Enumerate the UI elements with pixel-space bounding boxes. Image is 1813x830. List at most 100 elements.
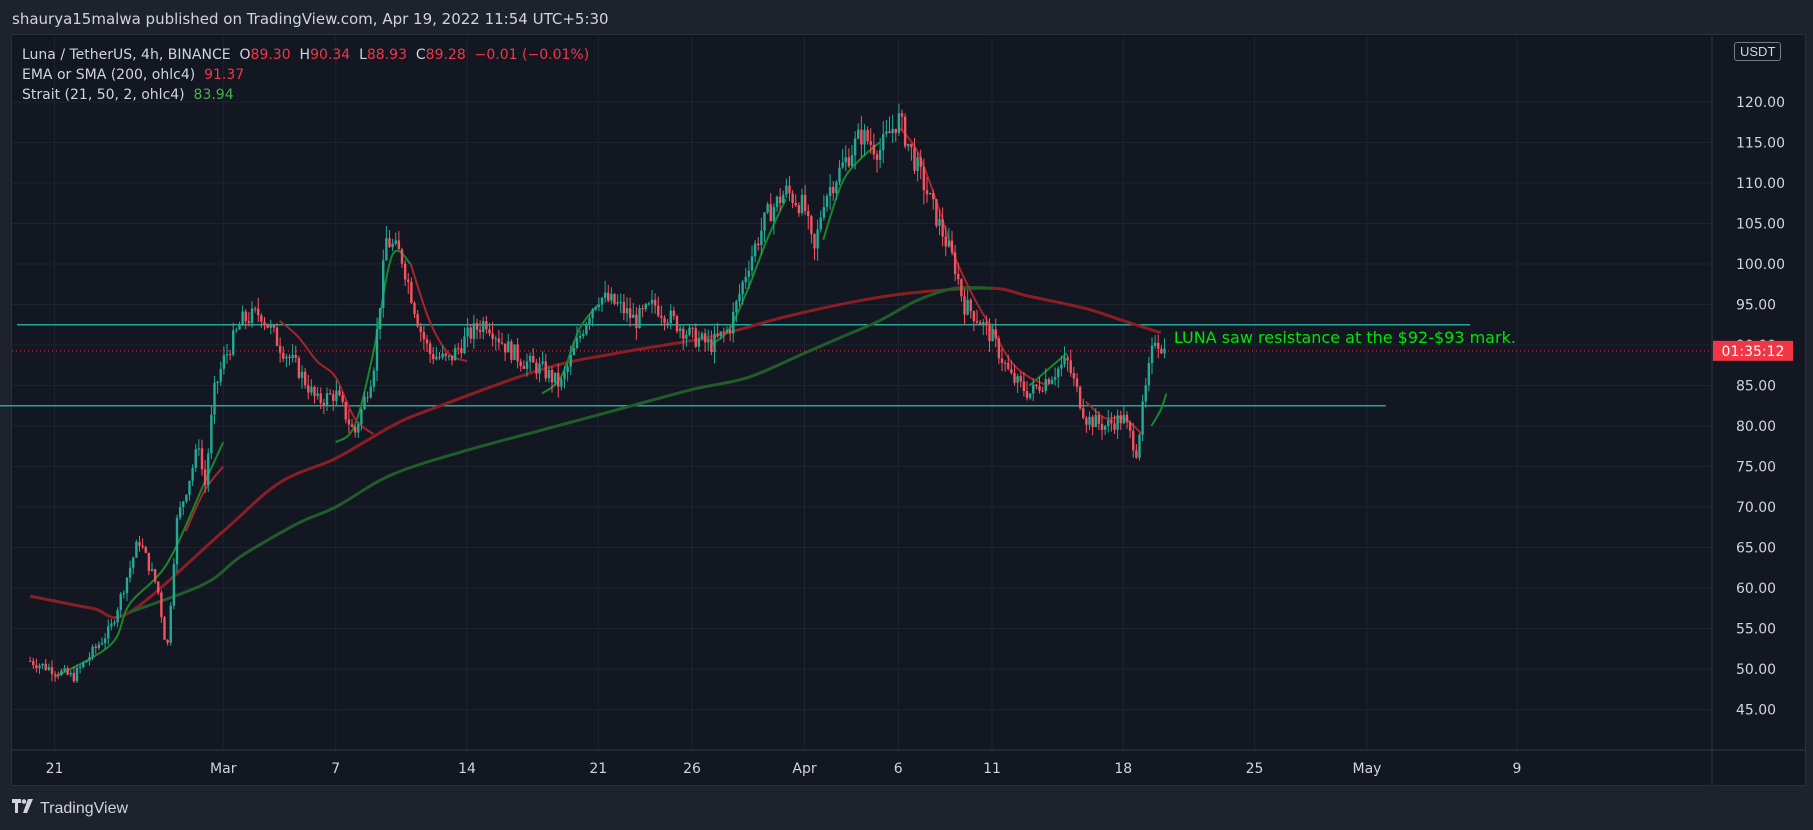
candle-body [219, 368, 222, 382]
candle-body [763, 212, 766, 231]
candle-body [253, 308, 257, 310]
candle-body [363, 396, 366, 410]
candle-body [266, 323, 269, 328]
candle-body [122, 593, 126, 595]
candle-body [497, 338, 501, 343]
candle-body [1075, 378, 1079, 387]
candle-body [166, 639, 169, 643]
candle-body [338, 390, 341, 396]
candle-body [907, 143, 910, 147]
candle-body [460, 348, 463, 354]
candle-body [422, 332, 426, 340]
strait-label: Strait (21, 50, 2, ohlc4) [22, 87, 185, 103]
candle-body [119, 593, 122, 611]
candle-body [1013, 373, 1016, 383]
candle-body [188, 480, 191, 495]
candle-body [457, 348, 460, 350]
candle-body [225, 354, 229, 356]
candle-body [910, 143, 913, 148]
candle-body [285, 356, 288, 359]
candle-body [116, 610, 119, 623]
candle-body [391, 243, 394, 248]
candle-body [388, 238, 391, 248]
strait-fast-line [335, 249, 412, 444]
tradingview-brand[interactable]: TradingView [12, 799, 128, 818]
candle-body [182, 501, 185, 508]
ema-200-line [29, 286, 1162, 619]
candle-body [197, 448, 201, 450]
candle-body [478, 329, 482, 332]
x-tick-label: May [1353, 761, 1382, 777]
candle-body [1010, 369, 1013, 374]
candle-body [582, 333, 585, 336]
candle-body [775, 196, 779, 208]
candle-body [494, 338, 497, 340]
symbol-label[interactable]: Luna / TetherUS, 4h, BINANCE [22, 47, 231, 63]
candle-body [797, 205, 801, 214]
y-tick-label: 45.00 [1736, 703, 1776, 719]
x-tick-label: 26 [683, 761, 701, 777]
annotation-layer: LUNA saw resistance at the $92-$93 mark. [1174, 328, 1516, 347]
x-tick-label: 9 [1513, 761, 1522, 777]
candle-body [753, 243, 757, 257]
candle-body [628, 308, 632, 318]
candle-body [447, 355, 451, 357]
candle-body [444, 353, 447, 356]
x-tick-label: 21 [589, 761, 607, 777]
y-tick-label: 70.00 [1736, 500, 1776, 516]
candle-body [728, 329, 732, 334]
candle-body [1082, 408, 1085, 418]
high-label: H [299, 47, 311, 63]
ema-row[interactable]: EMA or SMA (200, ohlc4) 91.37 [22, 65, 589, 85]
candle-body [594, 307, 597, 310]
candle-body [441, 353, 444, 358]
candle-body [425, 339, 429, 344]
current-price-tag [1713, 340, 1793, 361]
candle-body [138, 541, 141, 546]
ema-value: 91.37 [204, 67, 245, 83]
candle-body [53, 674, 57, 676]
moving-averages [29, 125, 1168, 678]
candle-body [710, 338, 713, 352]
strait-row[interactable]: Strait (21, 50, 2, ohlc4) 83.94 [22, 85, 589, 105]
candle-body [853, 138, 857, 156]
candle-body [438, 356, 441, 358]
candle-body [669, 310, 672, 324]
candle-body [619, 302, 622, 304]
candle-body [297, 357, 301, 378]
x-tick-label: Apr [792, 761, 816, 777]
candle-body [313, 386, 316, 396]
strait-slow-line [128, 285, 993, 614]
candle-body [725, 329, 729, 333]
candle-body [807, 211, 810, 217]
candle-body [241, 311, 244, 326]
candle-body [72, 672, 76, 682]
candle-body [435, 356, 438, 360]
candle-body [32, 661, 35, 666]
candle-body [610, 293, 613, 301]
strait-fast-line [822, 141, 881, 241]
candle-body [91, 646, 94, 658]
strait-fast-line [1150, 393, 1168, 427]
chart-panel[interactable] [11, 34, 1806, 786]
x-tick-label: 25 [1246, 761, 1264, 777]
candle-body [1032, 384, 1035, 394]
candle-body [607, 292, 610, 301]
candle-body [816, 229, 819, 249]
candle-body [88, 657, 91, 661]
y-tick-label: 55.00 [1736, 622, 1776, 638]
candle-body [1119, 415, 1122, 424]
candle-body [513, 344, 516, 360]
candle-body [1041, 390, 1044, 392]
candle-body [750, 256, 754, 271]
candle-body [557, 372, 560, 387]
candle-body [1038, 386, 1041, 391]
candle-body [1000, 358, 1004, 363]
candle-body [650, 299, 654, 304]
candle-body [885, 131, 888, 134]
currency-button[interactable]: USDT [1734, 42, 1782, 61]
candle-body [913, 147, 916, 171]
candle-body [988, 323, 991, 342]
candle-body [550, 369, 554, 383]
